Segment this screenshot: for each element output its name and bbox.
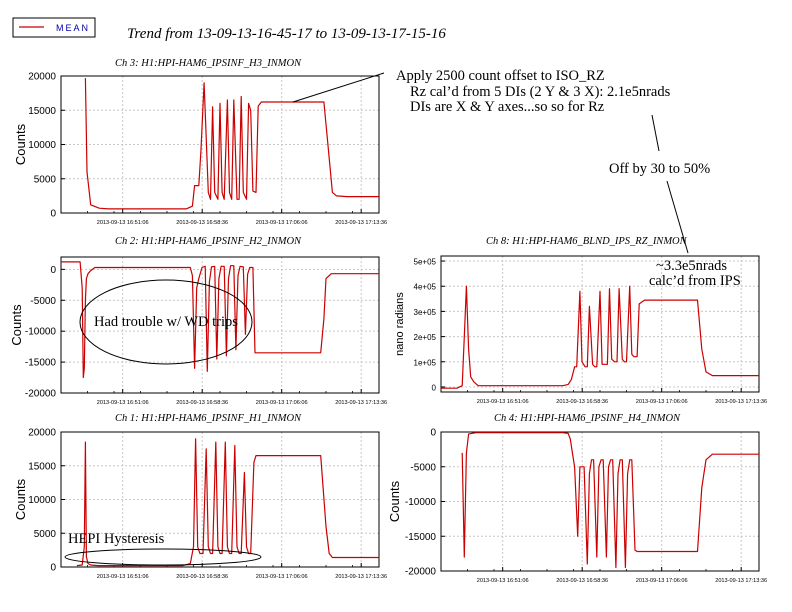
- y-tick-label: -20000: [25, 389, 57, 400]
- x-tick-label: 2013-09-13 17:13:36: [335, 574, 387, 580]
- x-tick-label: 2013-09-13 16:51:06: [477, 578, 529, 584]
- y-tick-label: -15000: [405, 532, 437, 543]
- x-tick-label: 2013-09-13 17:13:36: [715, 578, 767, 584]
- y-tick-label: 0: [50, 209, 56, 220]
- series-line-ch3: [84, 78, 379, 210]
- offset-pointer-line: [292, 72, 385, 103]
- plot-area: [61, 76, 379, 213]
- y-tick-label: 4e+05: [414, 283, 437, 292]
- legend: MEAN: [12, 17, 96, 38]
- y-tick-label: 20000: [28, 72, 56, 83]
- y-tick-label: 2e+05: [414, 333, 437, 342]
- x-tick-label: 2013-09-13 17:13:36: [715, 399, 767, 405]
- x-tick-label: 2013-09-13 16:51:06: [97, 574, 149, 580]
- series-line-ch1: [76, 438, 379, 567]
- y-tick-label: 10000: [28, 495, 56, 506]
- plot-frame: [60, 256, 380, 394]
- plot-frame: [440, 431, 760, 572]
- x-tick-label: 2013-09-13 16:58:36: [176, 574, 228, 580]
- y-tick-label: 0: [432, 383, 437, 392]
- x-tick-label: 2013-09-13 16:58:36: [556, 578, 608, 584]
- off-by-pointer-line-bottom: [666, 180, 689, 254]
- y-tick-label: 5e+05: [414, 258, 437, 267]
- panel-ch4: -20000 -15000 -10000 -5000 0 2013-09-13 16:51…: [387, 413, 767, 584]
- x-tick-label: 2013-09-13 17:06:06: [256, 220, 308, 226]
- x-tick-label: 2013-09-13 17:06:06: [256, 400, 308, 406]
- chart-title: Ch 8: H1:HPI-HAM6_BLND_IPS_RZ_INMON: [486, 236, 688, 247]
- y-tick-label: 0: [50, 563, 56, 574]
- y-axis-label: nano radians: [394, 292, 406, 356]
- offset-note-line-1: Apply 2500 count offset to ISO_RZ: [396, 68, 605, 84]
- y-tick-label: -20000: [405, 567, 437, 578]
- series-line-ch2: [61, 261, 379, 379]
- panel-ch1: 0 5000 10000 15000 20000 2013-09-13 16:51:06 2…: [13, 413, 387, 580]
- y-tick-label: -10000: [405, 497, 437, 508]
- offset-note-line-3: DIs are X & Y axes...so so for Rz: [410, 99, 605, 115]
- y-tick-label: -10000: [25, 327, 57, 338]
- y-tick-label: -5000: [30, 296, 56, 307]
- wd-trips-note: Had trouble w/ WD trips: [94, 314, 238, 330]
- off-by-note: Off by 30 to 50%: [609, 161, 710, 177]
- off-by-pointer-line-top: [651, 114, 660, 152]
- y-tick-label: 10000: [28, 140, 56, 151]
- y-tick-label: 1e+05: [414, 358, 437, 367]
- x-tick-label: 2013-09-13 17:13:36: [335, 220, 387, 226]
- ips-note-line-2: calc’d from IPS: [649, 273, 741, 289]
- plot-area: [441, 432, 759, 571]
- y-tick-label: 15000: [28, 106, 56, 117]
- plot-frame: [440, 255, 760, 393]
- y-tick-label: 15000: [28, 461, 56, 472]
- panel-ch3: 0 5000 10000 15000 20000 2013-09-13 16:51:06 2…: [13, 58, 387, 226]
- annotations: Apply 2500 count offset to ISO_RZ Rz cal…: [64, 68, 741, 566]
- x-tick-label: 2013-09-13 16:58:36: [176, 400, 228, 406]
- chart-title: Ch 1: H1:HPI-HAM6_IPSINF_H1_INMON: [115, 413, 302, 424]
- plot-frame: [60, 431, 380, 568]
- x-tick-label: 2013-09-13 16:58:36: [556, 399, 608, 405]
- y-tick-label: 0: [430, 428, 436, 439]
- trend-title: Trend from 13-09-13-16-45-17 to 13-09-13…: [127, 26, 446, 42]
- x-tick-label: 2013-09-13 16:51:06: [477, 399, 529, 405]
- panel-ch2: -20000 -15000 -10000 -5000 0 2013-09-13 16:51…: [9, 236, 387, 406]
- panel-ch8: 0 1e+05 2e+05 3e+05 4e+05 5e+05 2013-09-13 16:…: [394, 236, 767, 405]
- y-tick-label: -5000: [410, 462, 436, 473]
- series-line-ch4: [461, 432, 759, 569]
- x-tick-label: 2013-09-13 17:06:06: [636, 578, 688, 584]
- y-tick-label: 5000: [34, 529, 57, 540]
- chart-title: Ch 4: H1:HPI-HAM6_IPSINF_H4_INMON: [494, 413, 681, 424]
- y-axis-label: Counts: [13, 123, 28, 165]
- x-tick-label: 2013-09-13 17:13:36: [335, 400, 387, 406]
- y-tick-label: 0: [50, 265, 56, 276]
- chart-title: Ch 2: H1:HPI-HAM6_IPSINF_H2_INMON: [115, 236, 302, 247]
- hysteresis-ellipse: [64, 548, 262, 566]
- chart-title: Ch 3: H1:HPI-HAM6_IPSINF_H3_INMON: [115, 58, 302, 69]
- legend-label: MEAN: [56, 23, 90, 33]
- y-tick-label: 3e+05: [414, 308, 437, 317]
- x-tick-label: 2013-09-13 16:51:06: [97, 220, 149, 226]
- y-tick-label: -15000: [25, 358, 57, 369]
- ips-note-line-1: ~3.3e5nrads: [656, 258, 727, 274]
- y-axis-label: Counts: [9, 304, 24, 346]
- x-tick-label: 2013-09-13 16:51:06: [97, 400, 149, 406]
- y-tick-label: 5000: [34, 174, 57, 185]
- y-axis-label: Counts: [13, 478, 28, 520]
- y-tick-label: 20000: [28, 428, 56, 439]
- y-axis-label: Counts: [387, 480, 402, 522]
- series-line-ch8: [441, 285, 759, 389]
- x-tick-label: 2013-09-13 17:06:06: [636, 399, 688, 405]
- x-tick-label: 2013-09-13 16:58:36: [176, 220, 228, 226]
- offset-note-line-2: Rz cal’d from 5 DIs (2 Y & 3 X): 2.1e5nr…: [410, 84, 671, 100]
- plot-frame: [60, 75, 380, 214]
- x-tick-label: 2013-09-13 17:06:06: [256, 574, 308, 580]
- hysteresis-note: HEPI Hysteresis: [68, 531, 165, 547]
- wd-trips-ellipse: [79, 279, 253, 365]
